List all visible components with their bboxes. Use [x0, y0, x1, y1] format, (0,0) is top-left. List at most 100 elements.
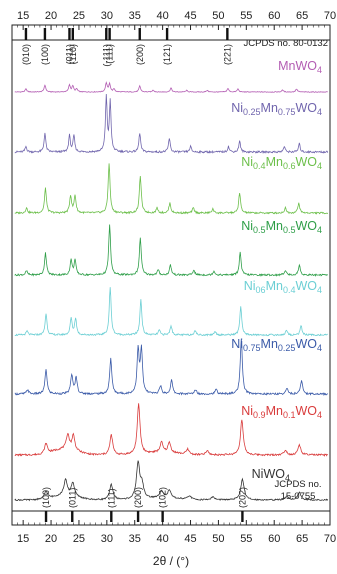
- series-trace: [14, 338, 329, 396]
- series-label-text: Ni: [241, 219, 253, 233]
- series-label-text: WO: [295, 155, 317, 169]
- bottom-tick-label: 20: [45, 533, 57, 545]
- series-label: NiWO4: [252, 467, 290, 483]
- series-label-text: Mn: [266, 404, 283, 418]
- series-label: Ni0.25Mn0.75WO4: [231, 101, 322, 117]
- series-label-text: WO: [295, 101, 317, 115]
- bottom-reference-label: 15-0755: [281, 491, 316, 502]
- series-label-subscript: 0.75: [278, 107, 296, 117]
- series-layer: [14, 81, 329, 502]
- bottom-tick-label: 40: [157, 533, 169, 545]
- top-tick-label: 50: [212, 10, 224, 22]
- series-label-subscript: 4: [317, 410, 322, 420]
- bottom-tick-label: 60: [268, 533, 280, 545]
- series-trace: [14, 94, 329, 155]
- plot-frame: [11, 24, 331, 526]
- top-hkl-label: (111): [105, 44, 115, 64]
- series-label-text: Ni: [231, 337, 243, 351]
- bottom-tick-label: 35: [129, 533, 141, 545]
- bottom-axis-ticks: 15 20 25 30 35 40 45 50 55 60 65 70: [17, 520, 336, 545]
- bottom-hkl-label: (102): [158, 487, 168, 508]
- series-label-text: NiWO: [252, 467, 286, 481]
- series-label-subscript: 0.9: [253, 410, 266, 420]
- series-trace: [14, 224, 329, 277]
- series-label-text: Ni: [244, 279, 256, 293]
- series-label: Ni0.4Mn0.6WO4: [241, 155, 322, 171]
- series-label: Ni06Mn0.4WO4: [244, 279, 322, 295]
- bottom-reference-pattern: (100) (011) (111) (200) (102) (202) JCPDS no.1…: [12, 479, 330, 522]
- top-tick-label: 20: [45, 10, 57, 22]
- series-label-subscript: 0.6: [283, 161, 296, 171]
- series-label-text: WO: [295, 337, 317, 351]
- bottom-tick-label: 50: [212, 533, 224, 545]
- series-trace: [14, 163, 329, 215]
- bottom-tick-label: 65: [296, 533, 308, 545]
- series-label-text: Mn: [266, 279, 283, 293]
- series-label-subscript: 0.4: [283, 285, 296, 295]
- series-label-subscript: 0.25: [278, 343, 296, 353]
- top-tick-label: 65: [296, 10, 308, 22]
- top-tick-label: 25: [73, 10, 85, 22]
- series-label-subscript: 0.1: [283, 410, 296, 420]
- top-hkl-label: (221): [222, 44, 232, 65]
- series-label-text: WO: [295, 219, 317, 233]
- series-label-subscript: 4: [317, 285, 322, 295]
- series-trace: [14, 403, 328, 457]
- top-hkl-label: (010): [21, 44, 31, 65]
- bottom-tick-label: 45: [184, 533, 196, 545]
- top-axis-ticks: 15 20 25 30 35 40 45 50 55 60 65 70: [17, 10, 336, 30]
- series-label-text: Ni: [241, 404, 253, 418]
- series-label-text: Mn: [266, 155, 283, 169]
- bottom-tick-label: 70: [324, 533, 336, 545]
- bottom-hkl-label: (111): [106, 488, 116, 508]
- series-label-subscript: 4: [317, 343, 322, 353]
- top-reference-label: JCPDS no. 80-0132: [244, 38, 329, 49]
- series-label-subscript: 0.75: [243, 343, 261, 353]
- series-label: Ni0.9Mn0.1WO4: [241, 404, 322, 420]
- series-trace: [14, 81, 328, 93]
- bottom-reference-label: JCPDS no.: [275, 479, 322, 490]
- series-label: MnWO4: [278, 59, 322, 75]
- bottom-tick-label: 30: [101, 533, 113, 545]
- series-label-subscript: 06: [256, 285, 266, 295]
- bottom-tick-label: 25: [73, 533, 85, 545]
- series-trace: [14, 287, 328, 337]
- top-hkl-label: (110): [68, 44, 78, 64]
- series-label-text: Mn: [261, 101, 278, 115]
- top-hkl-label: (121): [162, 44, 172, 65]
- series-label-subscript: 0.25: [243, 107, 261, 117]
- bottom-tick-label: 15: [17, 533, 29, 545]
- bottom-hkl-label: (011): [67, 488, 77, 508]
- series-label-subscript: 4: [317, 161, 322, 171]
- series-label-subscript: 0.5: [253, 225, 266, 235]
- top-tick-label: 55: [240, 10, 252, 22]
- top-hkl-label: (011): [64, 44, 74, 64]
- top-tick-label: 40: [157, 10, 169, 22]
- bottom-hkl-label: (202): [237, 487, 247, 508]
- series-label-subscript: 4: [317, 225, 322, 235]
- series-label-subscript: 4: [317, 65, 322, 75]
- series-label-text: WO: [295, 279, 317, 293]
- top-tick-label: 70: [324, 10, 336, 22]
- top-hkl-label: (100): [40, 44, 50, 65]
- series-trace: [14, 460, 329, 502]
- series-label-text: Mn: [266, 219, 283, 233]
- top-tick-label: 35: [129, 10, 141, 22]
- bottom-hkl-label: (100): [41, 487, 51, 508]
- series-label-text: MnWO: [278, 59, 317, 73]
- series-label-subscript: 4: [285, 473, 290, 483]
- series-label-text: Mn: [261, 337, 278, 351]
- top-reference-pattern: (010) (100) (011)(110) (-111)(111) (200) (121…: [12, 28, 330, 67]
- series-label-text: WO: [295, 404, 317, 418]
- top-tick-label: 30: [101, 10, 113, 22]
- series-label-text: Ni: [241, 155, 253, 169]
- series-label-subscript: 4: [317, 107, 322, 117]
- top-tick-label: 45: [184, 10, 196, 22]
- top-hkl-label: (-111): [101, 44, 111, 67]
- top-hkl-label: (200): [135, 44, 145, 65]
- series-label-text: Ni: [231, 101, 243, 115]
- series-labels: MnWO4Ni0.25Mn0.75WO4Ni0.4Mn0.6WO4Ni0.5Mn…: [231, 59, 322, 483]
- series-label: Ni0.5Mn0.5WO4: [241, 219, 322, 235]
- bottom-tick-label: 55: [240, 533, 252, 545]
